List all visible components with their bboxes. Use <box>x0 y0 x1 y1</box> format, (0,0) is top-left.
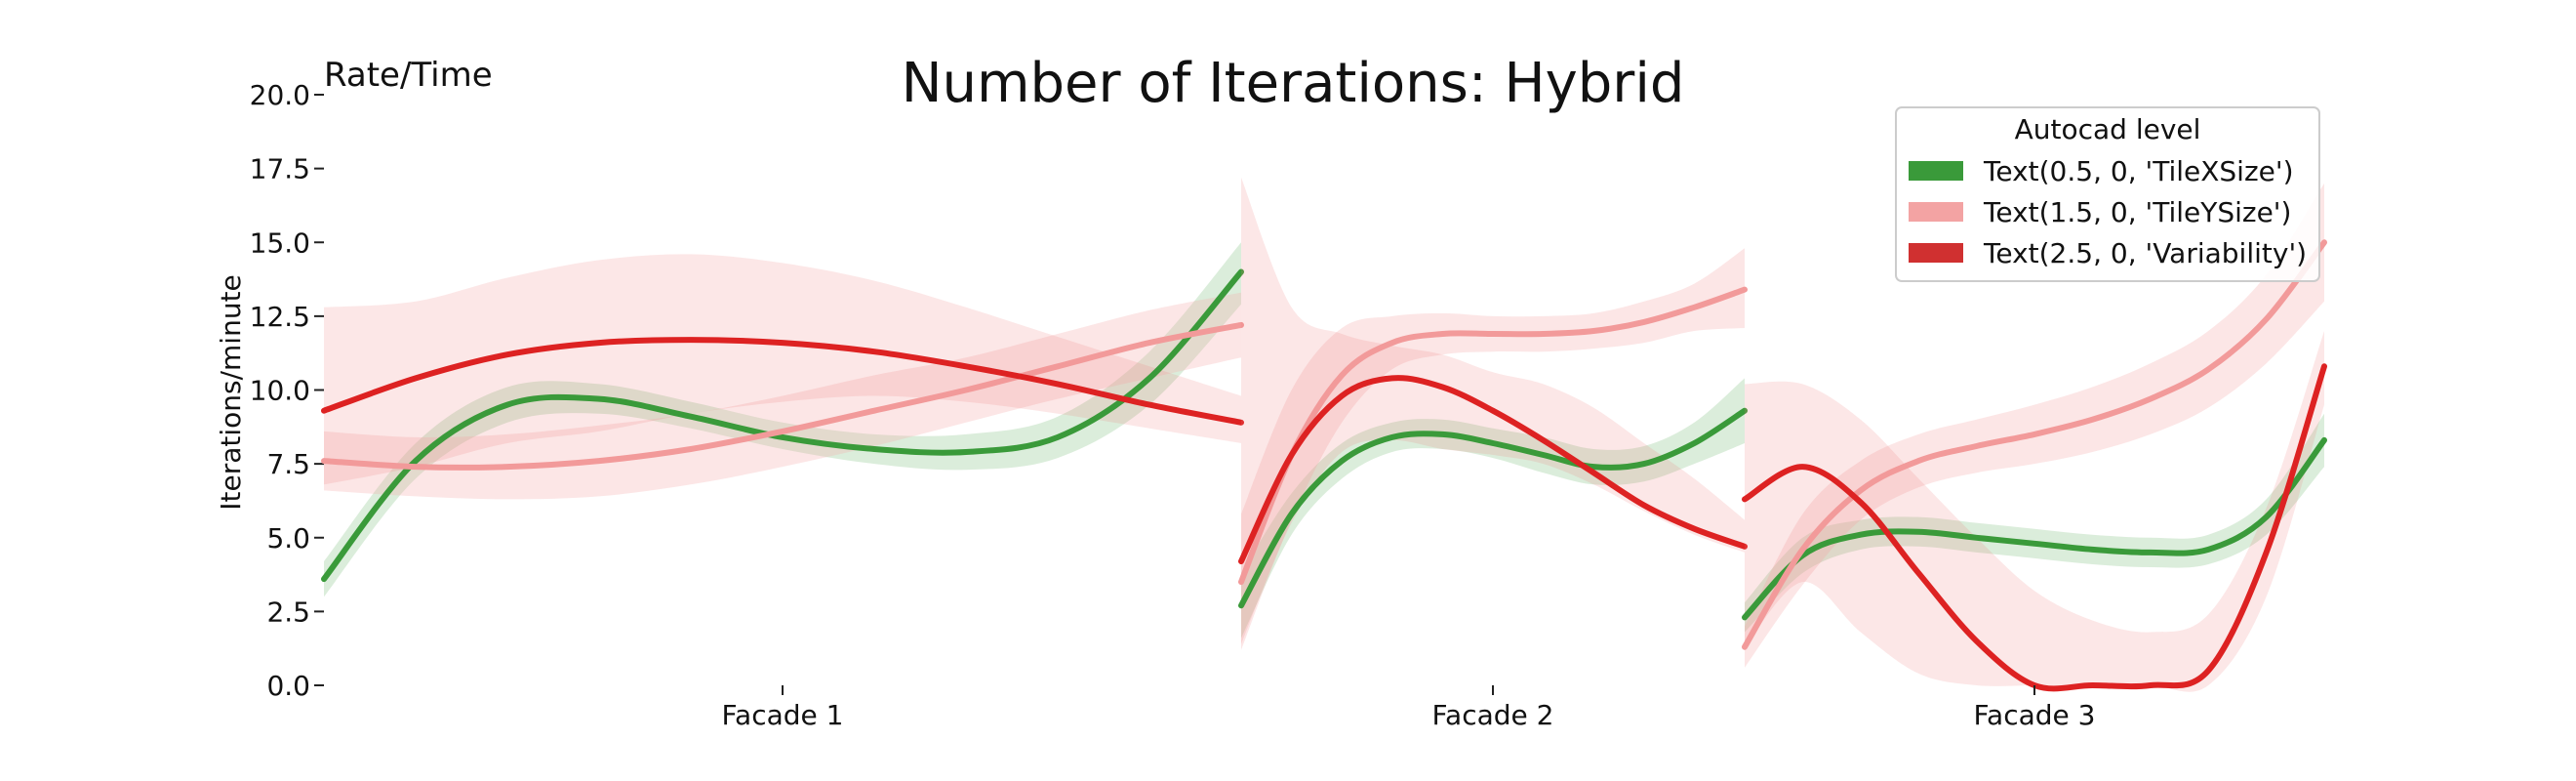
legend-frame <box>1895 106 2320 282</box>
x-tick-label: Facade 2 <box>1432 699 1554 731</box>
series-line-3 <box>1238 375 1748 564</box>
chart-title: Number of Iterations: Hybrid <box>902 52 1685 115</box>
x-tick-label: Facade 3 <box>1974 699 2096 731</box>
series-line-2 <box>1742 239 2327 650</box>
series-line-2 <box>1238 286 1748 586</box>
legend: Autocad level Text(0.5, 0, 'TileXSize') … <box>1895 106 2320 282</box>
series-line-1 <box>1238 407 1748 609</box>
legend-label-tilexsize: Text(0.5, 0, 'TileXSize') <box>1983 155 2294 187</box>
confidence-band-3 <box>324 254 1241 485</box>
y-tick-label: 15.0 <box>250 226 310 259</box>
y-tick-label: 2.5 <box>266 596 310 628</box>
legend-label-variability: Text(2.5, 0, 'Variability') <box>1983 237 2307 269</box>
y-axis: 0.0 2.5 5.0 7.5 10.0 12.5 15.0 17.5 20.0 <box>250 79 324 702</box>
legend-swatch-variability <box>1909 243 1963 263</box>
x-axis: Facade 1 Facade 2 Facade 3 <box>722 685 2096 731</box>
corner-label: Rate/Time <box>324 56 493 95</box>
plot-panels <box>321 177 2327 692</box>
y-tick-label: 0.0 <box>266 670 310 702</box>
legend-swatch-tilexsize <box>1909 161 1963 181</box>
panel-3 <box>1742 183 2327 692</box>
panel-2 <box>1238 177 1748 650</box>
series-line-1 <box>321 268 1244 583</box>
series-line-3 <box>321 337 1244 426</box>
confidence-band-2 <box>1241 248 1745 650</box>
legend-swatch-tileysize <box>1909 202 1963 222</box>
y-tick-label: 5.0 <box>266 522 310 555</box>
confidence-band-1 <box>1745 413 2324 633</box>
confidence-band-3 <box>1745 331 2324 692</box>
y-tick-label: 7.5 <box>266 448 310 480</box>
panel-1 <box>321 242 1244 597</box>
y-tick-label: 10.0 <box>250 375 310 407</box>
series-line-1 <box>1742 436 2327 621</box>
y-tick-label: 17.5 <box>250 153 310 185</box>
y-tick-label: 12.5 <box>250 301 310 333</box>
y-tick-label: 20.0 <box>250 79 310 111</box>
confidence-band-2 <box>324 292 1241 500</box>
y-axis-label: Iterations/minute <box>215 274 247 511</box>
confidence-band-1 <box>324 242 1241 597</box>
x-tick-label: Facade 1 <box>722 699 844 731</box>
series-line-2 <box>321 321 1244 471</box>
legend-label-tileysize: Text(1.5, 0, 'TileYSize') <box>1983 196 2291 228</box>
series-line-3 <box>1742 363 2327 692</box>
legend-title: Autocad level <box>2015 113 2201 145</box>
confidence-band-2 <box>1745 183 2324 668</box>
